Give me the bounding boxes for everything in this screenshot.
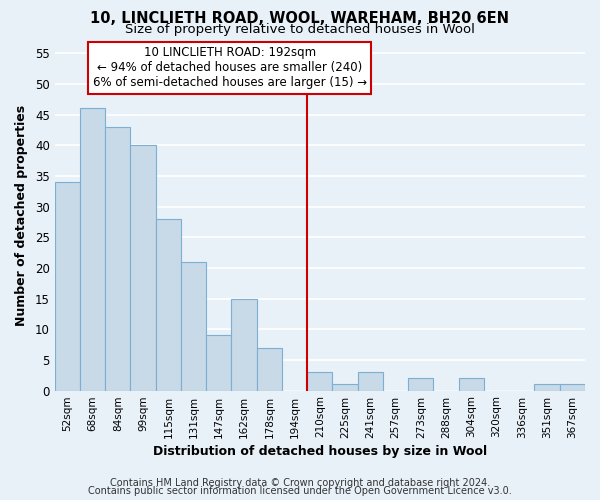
Bar: [459, 378, 484, 390]
Bar: [105, 127, 130, 390]
Bar: [332, 384, 358, 390]
Bar: [206, 336, 232, 390]
Text: Contains HM Land Registry data © Crown copyright and database right 2024.: Contains HM Land Registry data © Crown c…: [110, 478, 490, 488]
Bar: [408, 378, 433, 390]
Bar: [535, 384, 560, 390]
Text: 10 LINCLIETH ROAD: 192sqm
← 94% of detached houses are smaller (240)
6% of semi-: 10 LINCLIETH ROAD: 192sqm ← 94% of detac…: [92, 46, 367, 89]
Bar: [560, 384, 585, 390]
Bar: [358, 372, 383, 390]
Bar: [307, 372, 332, 390]
Text: Contains public sector information licensed under the Open Government Licence v3: Contains public sector information licen…: [88, 486, 512, 496]
Y-axis label: Number of detached properties: Number of detached properties: [15, 105, 28, 326]
Bar: [80, 108, 105, 390]
Text: Size of property relative to detached houses in Wool: Size of property relative to detached ho…: [125, 22, 475, 36]
Bar: [257, 348, 282, 391]
Bar: [181, 262, 206, 390]
Text: 10, LINCLIETH ROAD, WOOL, WAREHAM, BH20 6EN: 10, LINCLIETH ROAD, WOOL, WAREHAM, BH20 …: [91, 11, 509, 26]
Bar: [232, 298, 257, 390]
Bar: [130, 146, 155, 390]
Bar: [155, 219, 181, 390]
Bar: [55, 182, 80, 390]
X-axis label: Distribution of detached houses by size in Wool: Distribution of detached houses by size …: [153, 444, 487, 458]
